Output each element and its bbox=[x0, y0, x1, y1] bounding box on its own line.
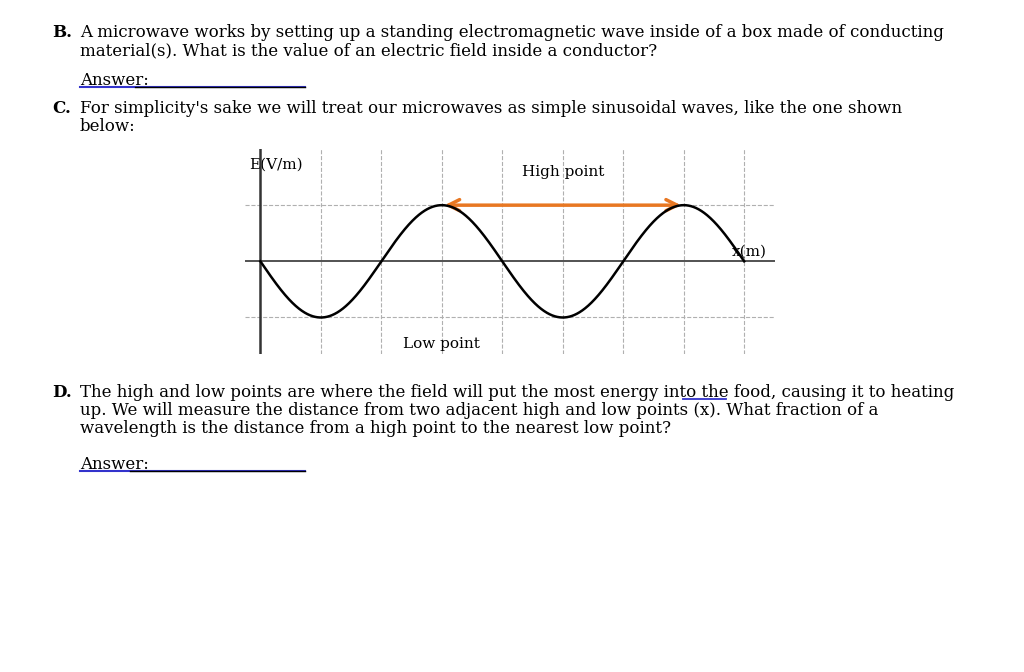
Text: Answer:: Answer: bbox=[80, 456, 148, 473]
Text: The high and low points are where the field will put the most energy into the fo: The high and low points are where the fi… bbox=[80, 384, 954, 401]
Text: A microwave works by setting up a standing electromagnetic wave inside of a box : A microwave works by setting up a standi… bbox=[80, 24, 944, 41]
Text: D.: D. bbox=[52, 384, 72, 401]
Text: material(s). What is the value of an electric field inside a conductor?: material(s). What is the value of an ele… bbox=[80, 42, 657, 59]
Text: For simplicity's sake we will treat our microwaves as simple sinusoidal waves, l: For simplicity's sake we will treat our … bbox=[80, 100, 902, 117]
Text: up. We will measure the distance from two adjacent high and low points (x). What: up. We will measure the distance from tw… bbox=[80, 402, 879, 419]
Text: B.: B. bbox=[52, 24, 72, 41]
Text: below:: below: bbox=[80, 118, 136, 135]
Text: High point: High point bbox=[521, 165, 604, 179]
Text: Answer:: Answer: bbox=[80, 72, 148, 89]
Text: x(m): x(m) bbox=[732, 245, 767, 259]
Text: wavelength is the distance from a high point to the nearest low point?: wavelength is the distance from a high p… bbox=[80, 420, 671, 437]
Text: E(V/m): E(V/m) bbox=[249, 157, 302, 171]
Text: Low point: Low point bbox=[403, 337, 480, 351]
Text: C.: C. bbox=[52, 100, 71, 117]
